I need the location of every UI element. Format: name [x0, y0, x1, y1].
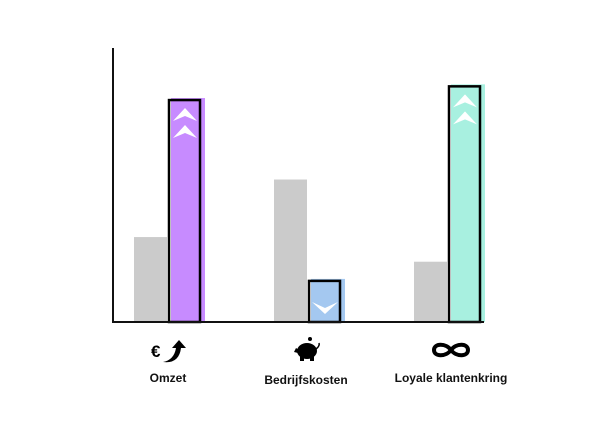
chevron-down-icon	[312, 302, 338, 314]
double-chevron-up-icon	[453, 94, 477, 125]
bar-before-omzet	[134, 237, 167, 322]
double-chevron-up-icon	[173, 108, 197, 139]
euro-up-arrow-icon: €	[151, 340, 186, 363]
bar-before-bedrijfskosten	[274, 179, 307, 322]
infinity-icon	[431, 342, 471, 358]
svg-text:€: €	[151, 342, 161, 361]
category-label-loyale-klantenkring: Loyale klantenkring	[395, 371, 508, 385]
category-label-omzet: Omzet	[150, 371, 187, 385]
piggy-bank-icon	[294, 337, 320, 361]
category-label-bedrijfskosten: Bedrijfskosten	[264, 373, 347, 387]
bar-before-loyale-klantenkring	[414, 261, 447, 322]
